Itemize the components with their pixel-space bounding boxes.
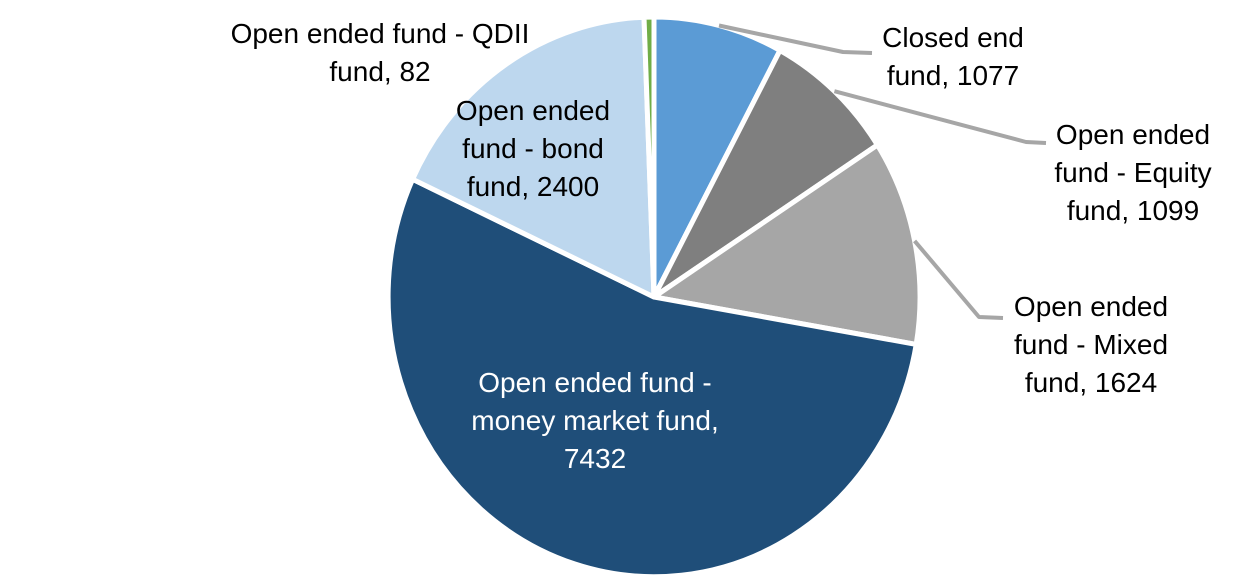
- label-bond-fund-line: Open ended: [455, 95, 611, 126]
- pie-slice-bond-fund: [410, 14, 657, 300]
- label-equity-fund-line: Open ended: [1055, 119, 1211, 150]
- label-equity-fund: Open ended fund - Equity fund, 1099: [1054, 116, 1211, 230]
- label-qdii-fund-line: Open ended fund - QDII: [230, 18, 530, 49]
- label-closed-end-fund-line: Closed end: [882, 22, 1024, 53]
- label-equity-fund-line: fund - Equity: [1054, 157, 1212, 188]
- leader-line-mixed-fund: [913, 239, 1004, 320]
- label-bond-fund-line: fund - bond: [462, 133, 604, 164]
- label-equity-fund-line: fund, 1099: [1066, 195, 1200, 226]
- pie-slice-money-market-fund: [385, 176, 919, 580]
- label-qdii-fund: Open ended fund - QDII fund, 82: [231, 15, 530, 91]
- label-money-market-fund-line: Open ended fund -: [478, 367, 712, 398]
- label-mixed-fund-line: Open ended: [1013, 291, 1169, 322]
- label-bond-fund-line: fund, 2400: [466, 171, 600, 202]
- label-mixed-fund-line: fund, 1624: [1024, 367, 1158, 398]
- leader-line-equity-fund: [833, 89, 1047, 145]
- leader-line-closed-end-fund: [718, 23, 873, 55]
- label-money-market-fund: Open ended fund - money market fund, 743…: [471, 364, 718, 478]
- pie-slice-mixed-fund: [651, 142, 923, 347]
- label-mixed-fund: Open ended fund - Mixed fund, 1624: [1014, 288, 1168, 402]
- label-qdii-fund-line: fund, 82: [329, 56, 431, 87]
- pie-slice-equity-fund: [651, 47, 880, 300]
- label-money-market-fund-line: money market fund,: [471, 405, 719, 436]
- pie-slice-qdii-fund: [641, 14, 657, 300]
- pie-slice-closed-end-fund: [651, 14, 783, 300]
- label-money-market-fund-line: 7432: [563, 443, 627, 474]
- label-closed-end-fund: Closed end fund, 1077: [882, 19, 1024, 95]
- label-closed-end-fund-line: fund, 1077: [886, 60, 1020, 91]
- label-bond-fund: Open ended fund - bond fund, 2400: [456, 92, 610, 206]
- label-mixed-fund-line: fund - Mixed: [1013, 329, 1169, 360]
